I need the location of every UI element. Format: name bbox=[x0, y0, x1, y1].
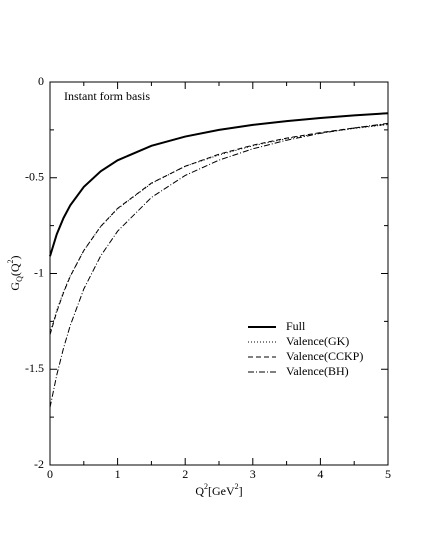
series-line bbox=[49, 122, 389, 408]
y-axis-label: GQ(Q2) bbox=[6, 255, 24, 290]
series-line bbox=[49, 112, 389, 257]
x-tick-label: 4 bbox=[317, 467, 323, 481]
x-label-part: Q bbox=[195, 484, 204, 498]
y-label-part: G bbox=[8, 282, 22, 291]
y-tick-label: -2 bbox=[34, 457, 44, 471]
legend-label: Valence(CCKP) bbox=[286, 349, 363, 363]
legend-label: Valence(GK) bbox=[286, 334, 349, 348]
x-axis-label: Q2[GeV2] bbox=[195, 482, 242, 498]
y-label-part: (Q bbox=[8, 263, 22, 276]
y-tick-label: 0 bbox=[38, 74, 44, 88]
x-label-part: 2 bbox=[235, 482, 239, 491]
series-line bbox=[49, 123, 389, 335]
annotation: Instant form basis bbox=[64, 89, 150, 103]
x-tick-label: 3 bbox=[250, 467, 256, 481]
legend-label: Full bbox=[286, 319, 306, 333]
x-tick-label: 0 bbox=[47, 467, 53, 481]
x-tick-label: 1 bbox=[115, 467, 121, 481]
plot-frame bbox=[49, 81, 389, 466]
legend-label: Valence(BH) bbox=[286, 364, 349, 378]
y-tick-label: -1.5 bbox=[25, 361, 44, 375]
x-label-part: ] bbox=[239, 484, 243, 498]
y-tick-label: -1 bbox=[34, 265, 44, 279]
x-label-part: 2 bbox=[204, 482, 208, 491]
y-tick-label: -0.5 bbox=[25, 170, 44, 184]
y-label-part: 2 bbox=[6, 259, 15, 263]
y-label-part: Q bbox=[15, 276, 24, 282]
x-tick-label: 5 bbox=[385, 467, 391, 481]
y-label-part: ) bbox=[8, 255, 22, 259]
series-line bbox=[49, 124, 389, 334]
x-label-part: [GeV bbox=[208, 484, 235, 498]
x-tick-label: 2 bbox=[182, 467, 188, 481]
